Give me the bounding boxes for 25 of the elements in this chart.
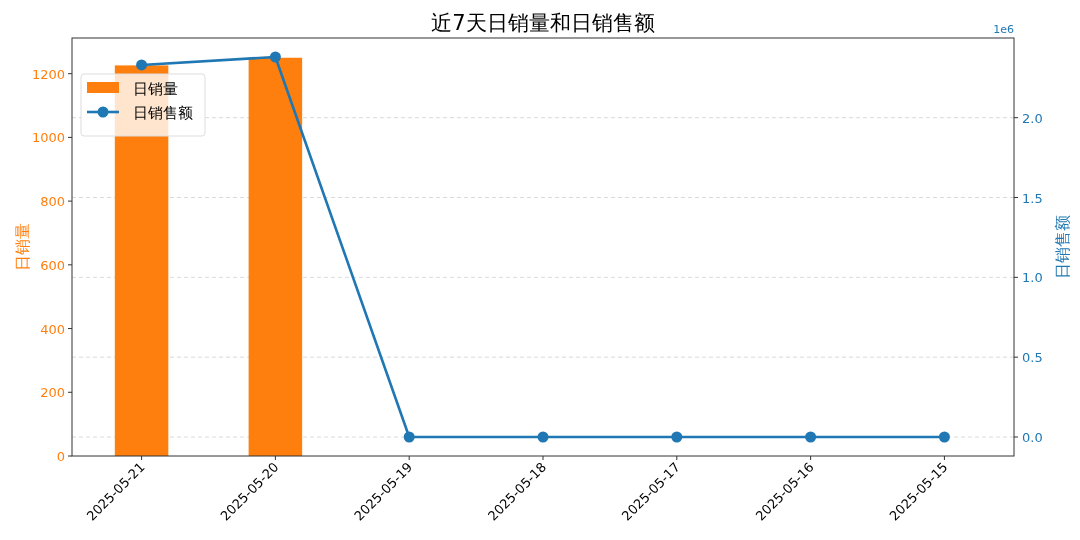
y2-tick-label: 0.5: [1022, 350, 1043, 366]
y-axis-title: 日销量: [13, 223, 32, 271]
y-tick-label: 200: [40, 385, 65, 401]
y2-tick-label: 2.0: [1022, 110, 1043, 126]
point: [671, 431, 683, 443]
y-tick-label: 0: [56, 449, 65, 464]
y2-axis-title: 日销售额: [1053, 215, 1072, 279]
y-tick-label: 600: [40, 257, 65, 273]
y-tick-label: 1000: [31, 130, 65, 146]
text: 1e6: [993, 23, 1014, 36]
legend-label: 日销量: [133, 80, 178, 98]
point: [403, 431, 415, 443]
point: [537, 431, 549, 443]
y-tick-label: 400: [40, 321, 65, 337]
point: [269, 51, 281, 63]
chart-title: 近7天日销量和日销售额: [431, 11, 655, 35]
point: [805, 431, 817, 443]
point: [938, 431, 950, 443]
y2-tick-label: 0.0: [1022, 430, 1043, 445]
y-tick-label: 800: [40, 194, 65, 210]
y-tick-label: 1200: [31, 66, 65, 82]
y2-tick-label: 1.5: [1022, 190, 1043, 206]
legend-label: 日销售额: [133, 104, 193, 122]
y2-tick-label: 1.0: [1022, 270, 1043, 286]
point: [136, 59, 148, 71]
